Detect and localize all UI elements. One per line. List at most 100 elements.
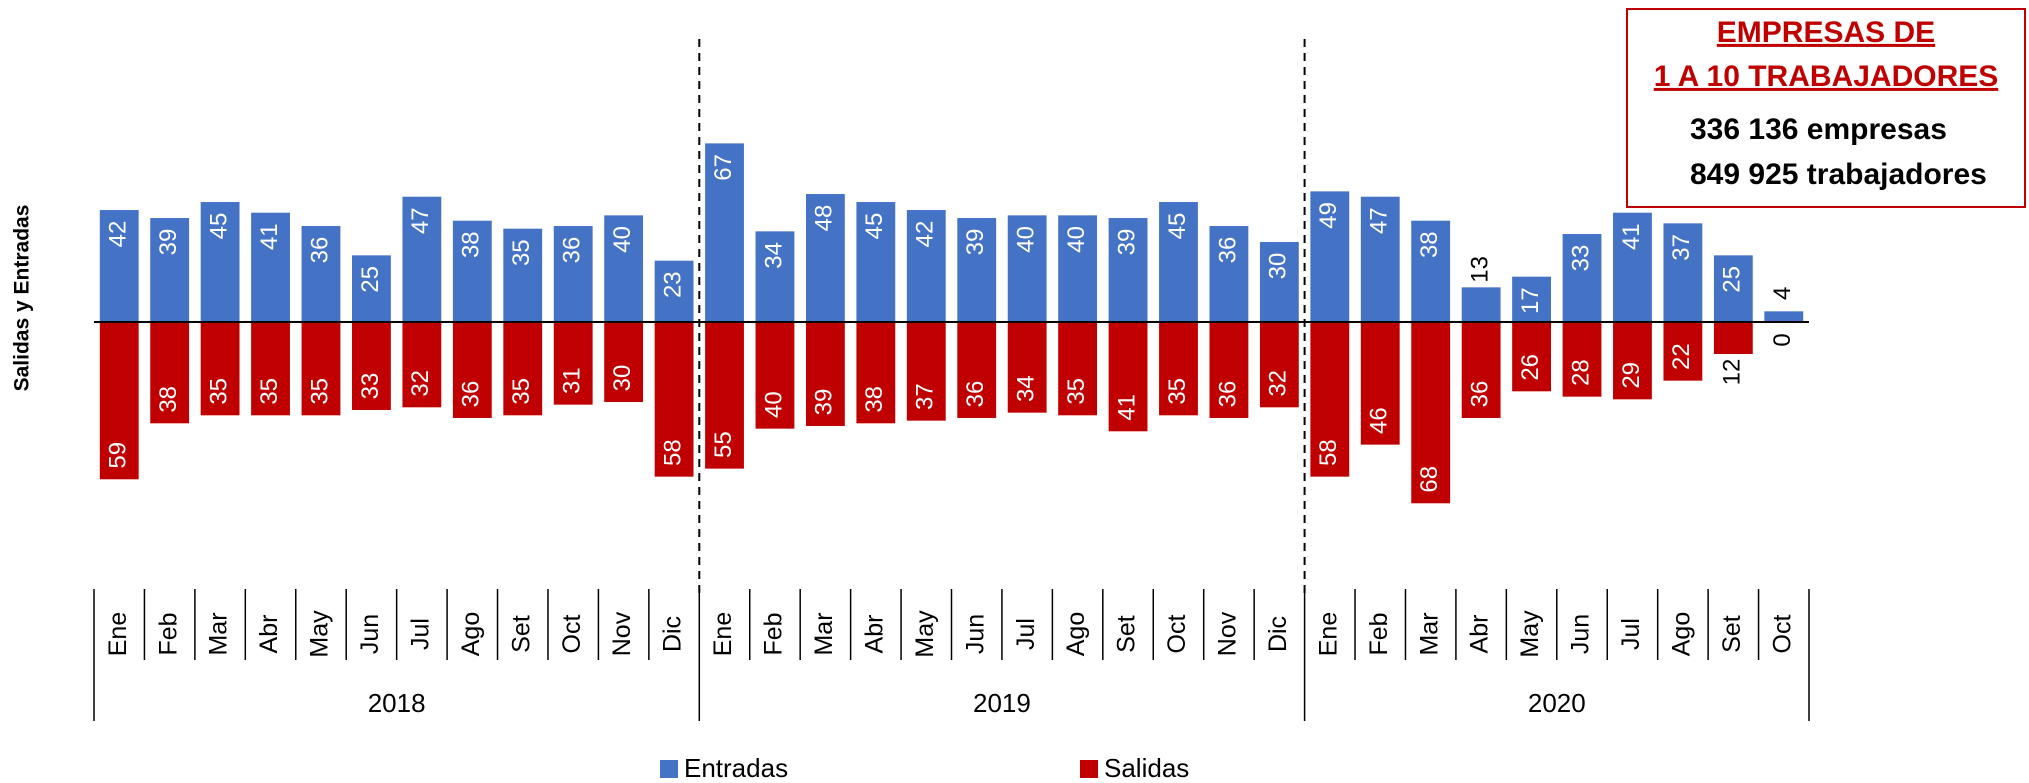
- value-label: 48: [811, 205, 838, 232]
- bar: [604, 215, 644, 322]
- value-label: 68: [1416, 466, 1443, 493]
- x-tick-label: Mar: [205, 612, 233, 655]
- value-label: 39: [155, 229, 182, 256]
- bar: [1713, 322, 1753, 354]
- x-tick-label: Ene: [1314, 612, 1342, 656]
- x-tick-label: Nov: [608, 611, 636, 656]
- x-tick-label: Ene: [104, 612, 132, 656]
- bar: [604, 322, 644, 402]
- value-label: 38: [861, 386, 888, 413]
- value-label: 17: [1517, 287, 1544, 314]
- bar: [906, 322, 946, 421]
- value-label: 35: [306, 378, 333, 405]
- value-label: 41: [1618, 223, 1645, 250]
- bar: [1713, 255, 1753, 322]
- x-tick-label: Feb: [760, 612, 788, 655]
- bar: [452, 322, 492, 418]
- value-label: 38: [155, 386, 182, 413]
- value-label: 40: [1063, 226, 1090, 253]
- x-tick-label: Jun: [1567, 614, 1595, 654]
- bar: [654, 322, 694, 477]
- bar: [200, 202, 240, 322]
- bar: [1209, 226, 1249, 322]
- bar: [301, 226, 341, 322]
- bar: [1764, 311, 1804, 322]
- annotation-box: [1626, 8, 2026, 208]
- x-tick-label: Abr: [860, 615, 888, 654]
- group-label: 2018: [368, 688, 426, 718]
- x-tick-label: Set: [1718, 615, 1746, 653]
- value-label: 42: [105, 221, 132, 248]
- x-tick-label: Ene: [709, 612, 737, 656]
- bar: [1360, 322, 1400, 445]
- value-label: 33: [357, 373, 384, 400]
- bar: [1108, 322, 1148, 432]
- value-label: 13: [1466, 256, 1493, 283]
- value-label: 30: [609, 365, 636, 392]
- bar: [503, 322, 543, 416]
- bar: [553, 226, 593, 322]
- value-label: 23: [659, 271, 686, 298]
- x-tick-label: Abr: [1466, 615, 1494, 654]
- value-label: 4: [1769, 287, 1796, 300]
- x-tick-label: Ago: [1062, 612, 1090, 656]
- bar: [301, 322, 341, 416]
- x-tick-label: Jul: [1012, 618, 1040, 650]
- bar: [1562, 322, 1602, 397]
- bar: [1613, 322, 1652, 400]
- value-label: 40: [1013, 226, 1040, 253]
- bar: [352, 255, 391, 322]
- bar: [352, 322, 391, 410]
- value-label: 25: [357, 266, 384, 293]
- bar: [1007, 215, 1047, 322]
- group-label: 2019: [973, 688, 1031, 718]
- x-tick-label: Feb: [1365, 612, 1393, 655]
- bar: [1159, 322, 1198, 416]
- bar: [150, 218, 190, 322]
- bar: [1058, 322, 1098, 416]
- bar: [906, 210, 946, 322]
- value-label: 59: [105, 442, 132, 469]
- x-tick-label: Ago: [457, 612, 485, 656]
- value-label: 47: [407, 207, 434, 234]
- value-label: 12: [1719, 359, 1746, 386]
- y-axis-label: Salidas y Entradas: [11, 205, 34, 392]
- bar: [99, 210, 139, 322]
- x-tick-label: Dic: [1264, 616, 1292, 652]
- x-tick-label: May: [1516, 610, 1544, 658]
- x-tick-label: Oct: [1768, 615, 1796, 654]
- value-label: 46: [1366, 407, 1393, 434]
- x-tick-label: May: [306, 610, 334, 658]
- bar: [957, 322, 997, 418]
- bar: [1663, 322, 1703, 381]
- value-label: 41: [256, 223, 283, 250]
- annotation-line: 336 136 empresas: [1690, 113, 1947, 146]
- bar: [150, 322, 190, 424]
- x-tick-label: Oct: [1163, 615, 1191, 654]
- value-label: 32: [1265, 370, 1292, 397]
- x-tick-label: Nov: [1214, 611, 1242, 656]
- x-tick-label: May: [911, 610, 939, 658]
- value-label: 36: [458, 381, 485, 408]
- value-label: 35: [205, 378, 232, 405]
- bar: [705, 322, 744, 469]
- bar: [1613, 212, 1652, 322]
- value-label: 36: [306, 237, 333, 264]
- value-label: 36: [1214, 237, 1241, 264]
- bar: [402, 322, 442, 408]
- value-label: 41: [1113, 394, 1140, 421]
- bar: [856, 322, 896, 424]
- value-label: 36: [559, 237, 586, 264]
- x-tick-label: Jul: [1617, 618, 1645, 650]
- value-label: 58: [1315, 439, 1342, 466]
- value-label: 35: [1063, 378, 1090, 405]
- value-label: 36: [1466, 381, 1493, 408]
- bar: [1058, 215, 1098, 322]
- value-label: 29: [1618, 362, 1645, 389]
- value-label: 32: [407, 370, 434, 397]
- value-label: 35: [508, 239, 535, 266]
- x-tick-label: Set: [507, 615, 535, 653]
- bar: [251, 322, 290, 416]
- bar: [856, 202, 896, 322]
- x-tick-label: Set: [1113, 615, 1141, 653]
